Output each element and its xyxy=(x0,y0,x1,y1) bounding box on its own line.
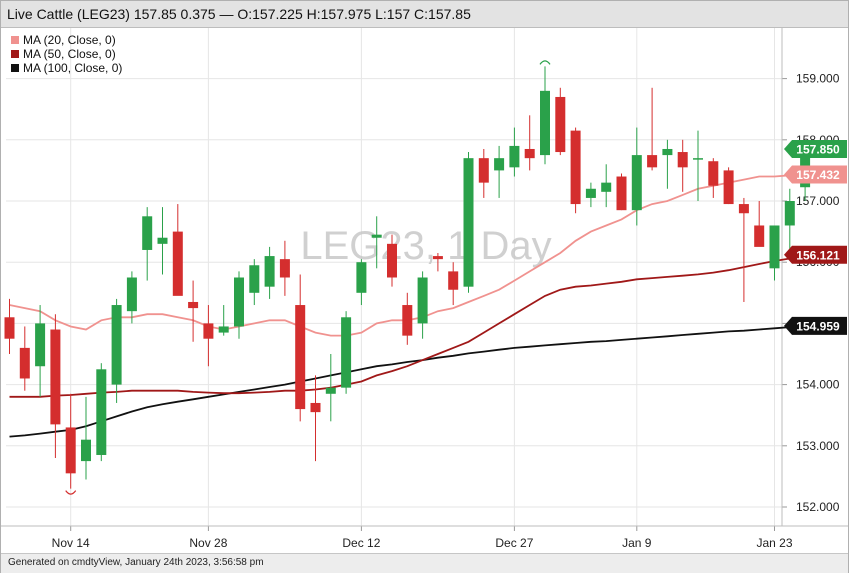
candle-body xyxy=(478,158,489,183)
candle-body xyxy=(585,188,596,198)
price-label: 157.850 xyxy=(796,142,840,156)
y-tick-label: 159.000 xyxy=(796,72,840,86)
candle-body xyxy=(218,326,229,333)
candle-body xyxy=(295,305,306,410)
price-label: 156.121 xyxy=(796,248,840,262)
price-chart[interactable]: 152.000153.000154.000155.000156.000157.0… xyxy=(1,1,848,553)
legend-ma20: MA (20, Close, 0) xyxy=(11,33,116,47)
candle-body xyxy=(616,176,627,211)
generated-note: Generated on cmdtyView, January 24th 202… xyxy=(8,557,264,568)
candle-body xyxy=(402,305,413,336)
candle-body xyxy=(310,402,321,413)
candle-body xyxy=(356,262,367,293)
candle-body xyxy=(19,347,30,379)
candle-body xyxy=(448,271,459,290)
price-label: 157.432 xyxy=(796,168,840,182)
y-tick-label: 157.000 xyxy=(796,194,840,208)
candle-body xyxy=(631,155,642,211)
legend-ma20-label: MA (20, Close, 0) xyxy=(23,33,116,47)
y-tick-label: 152.000 xyxy=(796,500,840,514)
candle-body xyxy=(371,234,382,238)
candle-body xyxy=(524,148,535,159)
y-tick-label: 154.000 xyxy=(796,378,840,392)
candle-body xyxy=(540,90,550,156)
chart-title: Live Cattle (LEG23) 157.85 0.375 — O:157… xyxy=(7,6,471,22)
ma100-line xyxy=(9,325,806,438)
price-label-tag xyxy=(784,139,847,158)
candle-body xyxy=(754,225,765,247)
candle-body xyxy=(264,256,275,287)
candle-body xyxy=(417,277,428,324)
x-tick-label: Nov 28 xyxy=(189,536,227,550)
legend-ma100-swatch xyxy=(11,64,19,72)
candle-body xyxy=(142,216,153,250)
candle-body xyxy=(647,155,658,168)
candle-body xyxy=(279,259,290,278)
x-tick-label: Dec 12 xyxy=(342,536,380,550)
candle-body xyxy=(432,256,443,260)
legend-ma20-swatch xyxy=(11,36,19,44)
candle-body xyxy=(188,301,199,309)
candle-body xyxy=(111,305,122,385)
candle-body xyxy=(126,277,137,312)
legend-ma100: MA (100, Close, 0) xyxy=(11,61,122,75)
candle-body xyxy=(249,265,260,293)
chart-header: Live Cattle (LEG23) 157.85 0.375 — O:157… xyxy=(1,1,848,28)
x-tick-label: Dec 27 xyxy=(495,536,533,550)
candle-body xyxy=(81,439,91,462)
legend-ma50-swatch xyxy=(11,50,19,58)
candle-body xyxy=(96,369,107,455)
candle-body xyxy=(784,201,795,226)
legend-ma100-label: MA (100, Close, 0) xyxy=(23,61,123,75)
candle-body xyxy=(65,427,76,474)
candle-body xyxy=(50,329,61,425)
candle-body xyxy=(723,170,734,205)
candle-body xyxy=(157,237,168,244)
price-label-tag xyxy=(784,316,847,335)
candle-body xyxy=(693,158,703,160)
x-tick-label: Jan 23 xyxy=(756,536,792,550)
ma50-line xyxy=(9,253,806,398)
candle-body xyxy=(601,182,612,192)
price-label-tag xyxy=(784,165,847,184)
candle-body xyxy=(738,204,749,214)
chart-footer: Generated on cmdtyView, January 24th 202… xyxy=(1,553,848,573)
candle-body xyxy=(570,130,581,205)
y-tick-label: 153.000 xyxy=(796,439,840,453)
high-marker xyxy=(539,60,551,65)
x-tick-label: Jan 9 xyxy=(622,536,652,550)
candle-body xyxy=(203,323,214,339)
candle-body xyxy=(769,225,780,269)
candle-body xyxy=(4,317,15,339)
x-tick-label: Nov 14 xyxy=(52,536,90,550)
candle-body xyxy=(234,277,244,327)
price-label-tag xyxy=(784,245,847,264)
low-marker xyxy=(65,490,77,495)
candle-body xyxy=(677,152,688,168)
price-label: 154.959 xyxy=(796,319,840,333)
candle-body xyxy=(662,148,673,156)
candle-body xyxy=(494,158,505,171)
candle-body xyxy=(708,161,719,186)
candle-body xyxy=(555,96,566,153)
chart-watermark: LEG23, 1 Day xyxy=(300,224,551,268)
candle-body xyxy=(172,231,183,296)
candle-body xyxy=(325,387,336,394)
candle-body xyxy=(341,317,352,388)
legend-ma50: MA (50, Close, 0) xyxy=(11,47,116,61)
candle-body xyxy=(509,145,520,168)
candle-body xyxy=(387,243,397,278)
candle-body xyxy=(463,158,474,287)
candle-body xyxy=(35,323,46,367)
legend-ma50-label: MA (50, Close, 0) xyxy=(23,47,116,61)
